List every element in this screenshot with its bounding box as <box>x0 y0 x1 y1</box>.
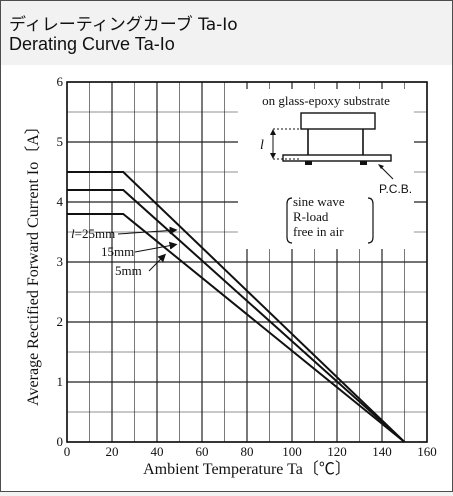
y-axis-title: Average Rectified Forward Current Io〔A〕 <box>24 118 42 406</box>
series-label: l=25mm <box>71 226 115 241</box>
series-label-arrow <box>148 253 166 272</box>
series-label: 5mm <box>115 263 142 278</box>
x-tick-label: 20 <box>106 444 119 459</box>
condition-bracket-right <box>367 197 374 244</box>
condition-text: sine wave <box>293 194 345 209</box>
x-tick-label: 60 <box>196 444 209 459</box>
component-body <box>300 112 376 130</box>
axis-layer <box>66 81 428 443</box>
condition-bracket-left <box>286 197 293 244</box>
chart-panel: on glass-epoxy substrate l P.C.B. sine wave… <box>1 65 452 491</box>
title-english: Derating Curve Ta-Io <box>9 34 175 54</box>
y-tick-label: 5 <box>57 134 64 149</box>
x-tick-label: 160 <box>417 444 437 459</box>
solder-joint <box>360 161 367 165</box>
title-japanese: ディレーティングカーブ Ta-Io <box>9 15 238 35</box>
condition-text: R-load <box>293 209 329 224</box>
dimension-arrow-top <box>270 129 276 135</box>
series-label-arrow <box>134 241 178 253</box>
x-tick-label: 0 <box>64 444 71 459</box>
x-axis-title: Ambient Temperature Ta〔℃〕 <box>143 460 351 478</box>
pcb-label: P.C.B. <box>379 182 412 196</box>
inset-mount-label: on glass-epoxy substrate <box>262 93 390 108</box>
solder-joint <box>305 161 312 165</box>
series-layer <box>67 171 406 443</box>
plot-frame <box>66 81 428 443</box>
pcb-pointer-head <box>378 164 384 169</box>
x-tick-label: 100 <box>282 444 302 459</box>
y-tick-label: 1 <box>57 374 64 389</box>
mounting-inset: on glass-epoxy substrate l P.C.B. sine wave… <box>238 89 414 249</box>
header: ディレーティングカーブ Ta-Io Derating Curve Ta-Io <box>1 1 452 63</box>
dimension-label: l <box>260 138 264 153</box>
series-line <box>67 171 406 443</box>
label-layer: 0 20 40 60 80 100 120 140 160 0 1 2 3 4 5 6 Ambient Temp… <box>24 74 437 478</box>
y-tick-label: 2 <box>57 314 64 329</box>
x-tick-label: 80 <box>241 444 254 459</box>
y-tick-label: 3 <box>57 254 64 269</box>
x-tick-label: 140 <box>372 444 392 459</box>
y-tick-label: 0 <box>57 434 64 449</box>
pcb-board <box>282 154 392 162</box>
condition-text: free in air <box>293 224 344 239</box>
derating-chart: on glass-epoxy substrate l P.C.B. sine wave… <box>24 74 437 478</box>
y-tick-label: 4 <box>57 194 64 209</box>
series-line <box>67 213 406 443</box>
series-line <box>67 189 406 443</box>
series-label: 15mm <box>101 244 134 259</box>
x-tick-label: 40 <box>151 444 164 459</box>
dimension-arrow-bottom <box>270 153 276 159</box>
series-label-arrow <box>117 226 178 235</box>
x-tick-label: 120 <box>327 444 347 459</box>
y-tick-label: 6 <box>57 74 64 89</box>
